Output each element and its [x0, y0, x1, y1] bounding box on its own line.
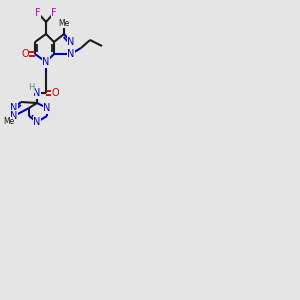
Text: Me: Me — [3, 118, 15, 127]
Text: Me: Me — [58, 19, 70, 28]
Text: O: O — [51, 88, 59, 98]
Text: N: N — [10, 111, 18, 121]
Text: F: F — [51, 8, 57, 18]
Text: N: N — [42, 57, 50, 67]
Text: N: N — [67, 37, 75, 47]
Text: N: N — [67, 49, 75, 59]
Text: N: N — [33, 117, 41, 127]
Text: H: H — [28, 83, 34, 92]
Text: O: O — [21, 49, 29, 59]
Text: F: F — [35, 8, 41, 18]
Text: N: N — [33, 88, 41, 98]
Text: N: N — [43, 103, 51, 113]
Text: N: N — [10, 103, 18, 113]
